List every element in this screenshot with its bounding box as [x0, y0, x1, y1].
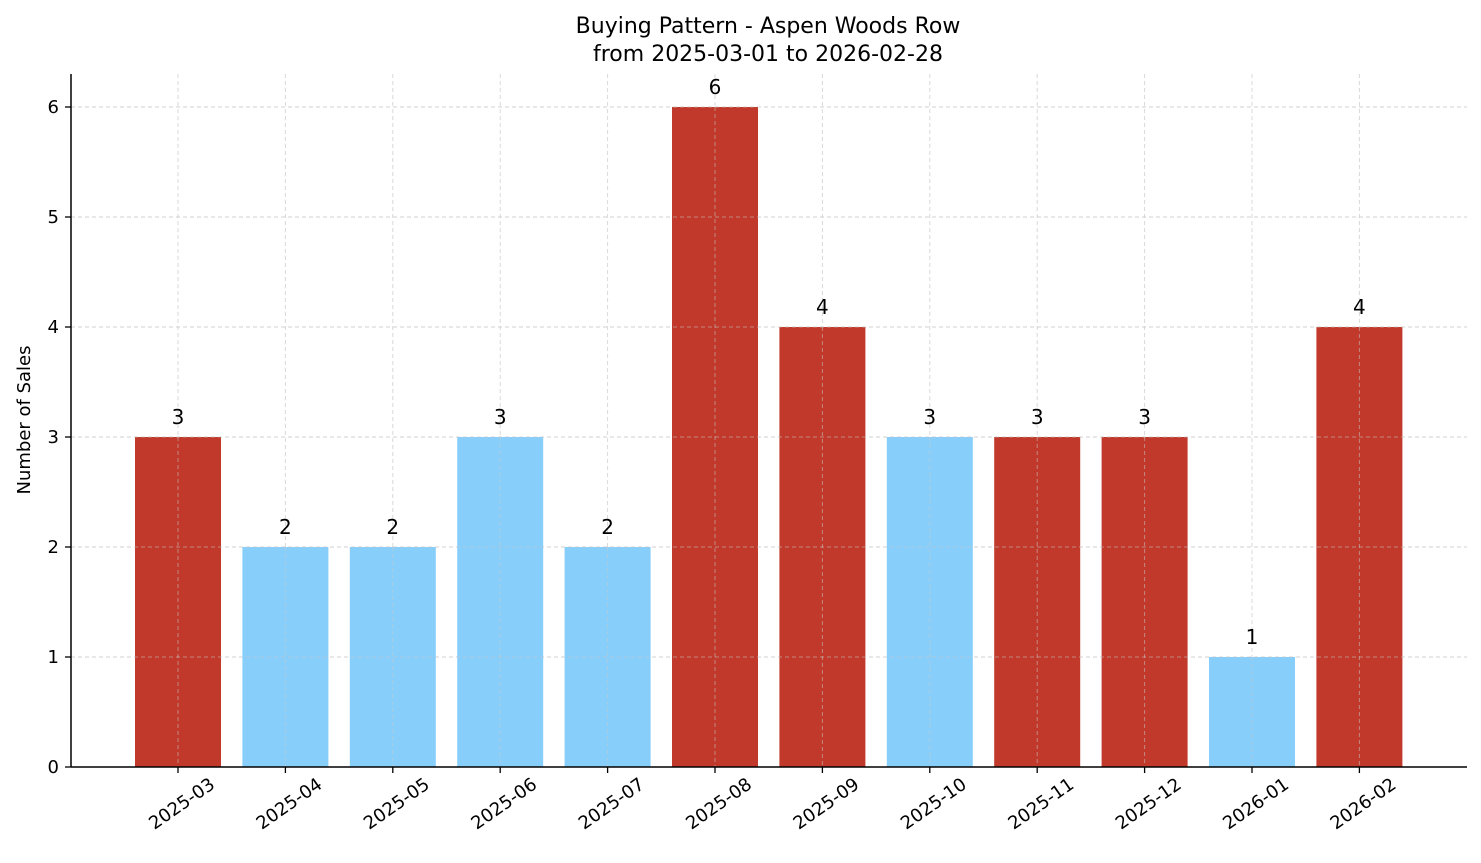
y-tick-label: 0 — [48, 757, 59, 778]
value-label: 2 — [601, 515, 614, 539]
value-label: 2 — [386, 515, 399, 539]
y-axis: 0 1 2 3 4 5 6 — [48, 74, 72, 778]
y-tick-label: 6 — [48, 97, 59, 118]
value-label: 3 — [923, 405, 936, 429]
x-tick-label: 2025-10 — [897, 774, 971, 834]
value-label: 4 — [1353, 295, 1366, 319]
y-tick-label: 5 — [48, 207, 59, 228]
x-tick-label: 2025-08 — [682, 774, 756, 834]
value-labels: 3 2 2 3 2 6 4 3 3 3 1 4 — [172, 75, 1366, 649]
value-label: 1 — [1246, 625, 1259, 649]
chart-title: Buying Pattern - Aspen Woods Row — [576, 14, 961, 39]
x-tick-label: 2025-03 — [145, 774, 219, 834]
x-tick-label: 2025-06 — [467, 774, 541, 834]
y-tick-label: 1 — [48, 647, 59, 668]
y-tick-label: 2 — [48, 537, 59, 558]
y-tick-label: 4 — [48, 317, 59, 338]
value-label: 3 — [172, 405, 185, 429]
y-axis-label: Number of Sales — [14, 345, 35, 494]
x-axis: 2025-03 2025-04 2025-05 2025-06 2025-07 2025-… — [71, 766, 1467, 834]
x-tick-label: 2026-02 — [1327, 774, 1401, 834]
x-tick-label: 2026-01 — [1219, 774, 1293, 834]
x-tick-label: 2025-09 — [790, 774, 864, 834]
x-tick-label: 2025-12 — [1112, 774, 1186, 834]
value-label: 4 — [816, 295, 829, 319]
bars — [71, 106, 1467, 767]
value-label: 3 — [1031, 405, 1044, 429]
x-tick-label: 2025-11 — [1004, 774, 1078, 834]
value-label: 3 — [494, 405, 507, 429]
x-tick-label: 2025-04 — [253, 774, 327, 834]
x-tick-label: 2025-07 — [575, 774, 649, 834]
value-label: 3 — [1138, 405, 1151, 429]
x-tick-label: 2025-05 — [360, 774, 434, 834]
value-label: 6 — [709, 75, 722, 99]
y-tick-label: 3 — [48, 427, 59, 448]
value-label: 2 — [279, 515, 292, 539]
chart-subtitle: from 2025-03-01 to 2026-02-28 — [593, 42, 943, 67]
